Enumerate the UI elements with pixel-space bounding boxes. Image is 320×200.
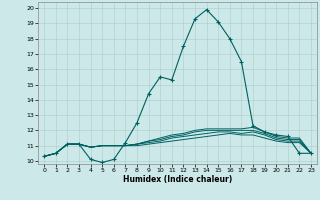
X-axis label: Humidex (Indice chaleur): Humidex (Indice chaleur) [123, 175, 232, 184]
